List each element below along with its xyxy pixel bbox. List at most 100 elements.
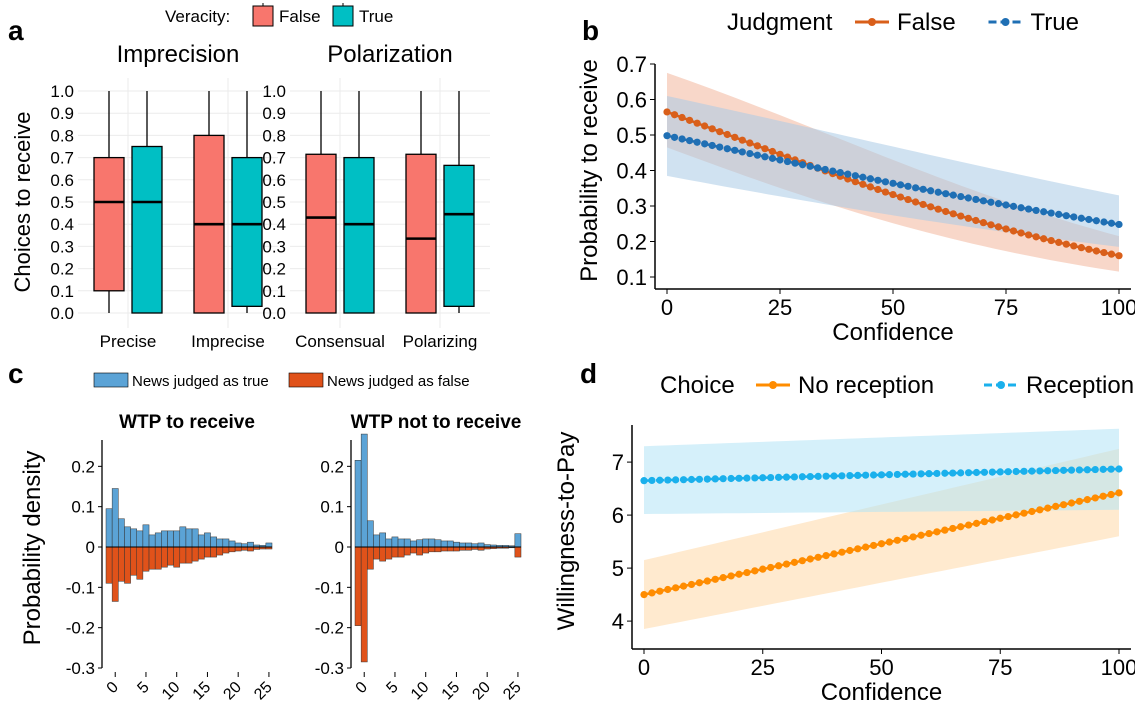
data-point xyxy=(987,198,995,206)
y-tick-label: 0.2 xyxy=(616,230,647,255)
data-point xyxy=(783,157,792,166)
data-point xyxy=(670,133,679,141)
legend-label: False xyxy=(897,9,956,36)
y-tick-label: 0.5 xyxy=(50,193,74,212)
x-tick-label: 5 xyxy=(134,679,152,697)
data-point xyxy=(1091,494,1099,502)
data-point xyxy=(1012,467,1020,476)
data-point xyxy=(917,470,925,478)
data-point xyxy=(830,550,838,558)
data-point xyxy=(972,195,980,204)
bar-true xyxy=(360,433,368,548)
data-point xyxy=(1036,467,1044,475)
data-point xyxy=(814,553,822,561)
bar-true xyxy=(173,530,181,548)
x-tick-label: 75 xyxy=(988,655,1012,680)
data-point xyxy=(1115,465,1123,473)
y-tick-label: 7 xyxy=(612,450,624,475)
data-point xyxy=(874,185,882,194)
bar-false xyxy=(191,546,199,562)
bar-true xyxy=(179,526,187,548)
data-point xyxy=(949,210,957,218)
data-point xyxy=(896,181,905,189)
data-point xyxy=(806,472,814,481)
panel-label-d: d xyxy=(580,358,597,389)
data-point xyxy=(889,179,897,187)
data-point xyxy=(672,476,680,484)
x-tick-label: 10 xyxy=(159,679,184,704)
legend-key xyxy=(288,372,324,388)
data-point xyxy=(994,200,1003,208)
data-point xyxy=(640,477,648,485)
y-tick-label: -0.2 xyxy=(66,619,95,638)
data-point xyxy=(701,140,709,148)
data-point xyxy=(716,128,724,136)
data-point xyxy=(933,528,941,536)
bar-true xyxy=(228,540,236,548)
facet-polarization: 0.0 0.1 0.2 0.3 0.4 0.5 0.6 0.7 0.8 0.9 1.0 Polariz… xyxy=(262,41,490,351)
data-point xyxy=(949,191,957,199)
y-tick-label: 0.6 xyxy=(50,171,74,190)
bar-true xyxy=(124,526,131,548)
data-point xyxy=(814,472,822,480)
x-tick-label: Polarizing xyxy=(403,332,478,351)
data-point xyxy=(640,591,648,599)
bar-true xyxy=(216,538,224,548)
bar-true xyxy=(148,534,156,548)
data-point xyxy=(964,469,973,477)
y-tick-label: 0.2 xyxy=(71,457,95,476)
data-point xyxy=(738,148,746,156)
bar-false xyxy=(130,546,137,576)
data-point xyxy=(1040,235,1048,243)
data-point xyxy=(1062,212,1070,220)
x-tick-label: 50 xyxy=(869,655,893,680)
data-point xyxy=(782,560,791,568)
bar-true xyxy=(453,541,460,548)
data-point xyxy=(846,471,854,480)
y-tick-label: 0.7 xyxy=(616,52,647,77)
legend-key-point xyxy=(1001,18,1010,26)
data-point xyxy=(746,139,754,147)
data-point xyxy=(1052,466,1060,475)
data-point xyxy=(822,472,830,480)
legend-label: News judged as false xyxy=(327,373,470,390)
data-point xyxy=(830,472,838,480)
data-point xyxy=(703,577,711,585)
data-point xyxy=(767,563,775,572)
bar-true xyxy=(210,536,217,548)
bar-false xyxy=(360,546,368,663)
data-point xyxy=(798,557,806,565)
bar-true xyxy=(142,524,150,548)
x-tick-label: 0 xyxy=(638,655,650,680)
data-point xyxy=(904,182,912,190)
y-tick-label: 0.5 xyxy=(262,193,286,212)
data-point xyxy=(904,195,912,204)
data-point xyxy=(893,536,901,544)
legend-label: No reception xyxy=(798,372,934,399)
data-point xyxy=(996,514,1004,522)
data-point xyxy=(1099,492,1107,500)
bar-false xyxy=(416,546,423,556)
bar-true xyxy=(247,541,254,548)
data-point xyxy=(686,116,694,124)
data-point xyxy=(979,219,988,227)
data-point xyxy=(881,188,890,196)
data-point xyxy=(1009,227,1018,235)
data-point xyxy=(693,119,701,127)
data-point xyxy=(874,176,882,184)
x-tick-label: 0 xyxy=(353,679,371,697)
bar-true xyxy=(136,530,144,548)
x-tick-label: Imprecise xyxy=(191,332,265,351)
data-point xyxy=(679,582,688,590)
x-tick-label: 100 xyxy=(1101,295,1135,320)
data-point xyxy=(846,546,854,555)
data-point xyxy=(881,178,890,186)
bar-true xyxy=(434,539,442,548)
data-point xyxy=(806,162,814,170)
data-point xyxy=(1115,252,1123,260)
bar-false xyxy=(118,546,125,582)
data-point xyxy=(941,526,949,534)
legend-veracity: Veracity: False True xyxy=(165,3,393,27)
data-point xyxy=(996,468,1004,476)
bar-true xyxy=(354,460,362,548)
